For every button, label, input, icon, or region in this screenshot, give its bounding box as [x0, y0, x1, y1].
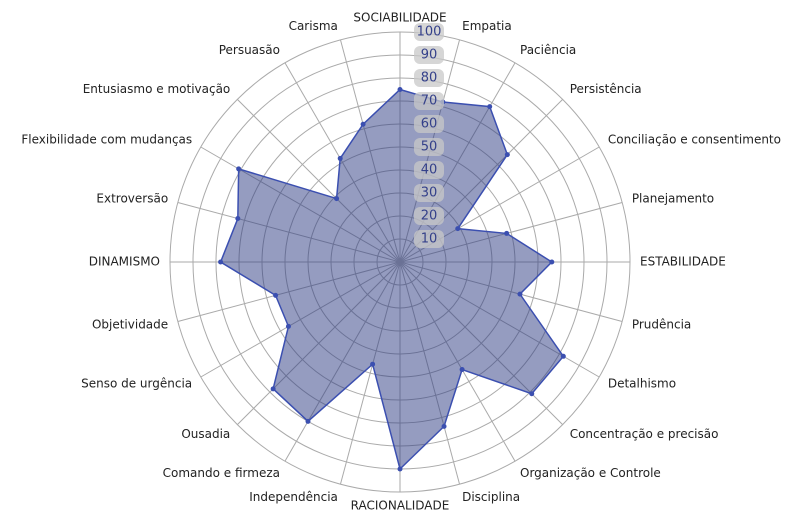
r-tick-label: 90 — [421, 48, 438, 63]
data-point — [441, 423, 447, 429]
axis-label: Carisma — [289, 19, 338, 33]
r-tick-label: 20 — [421, 209, 438, 224]
tick-badge — [414, 138, 444, 156]
data-point — [397, 466, 403, 472]
axis-label: Persistência — [570, 82, 642, 96]
tick-badge — [414, 46, 444, 64]
data-point — [487, 104, 493, 110]
tick-badge — [414, 69, 444, 87]
data-point — [218, 259, 224, 265]
axis-label: Planejamento — [632, 191, 714, 205]
data-point — [337, 155, 343, 161]
data-point — [560, 353, 566, 359]
axis-label: Organização e Controle — [520, 466, 661, 480]
axis-label: Conciliação e consentimento — [608, 133, 781, 147]
axis-label: Comando e firmeza — [163, 466, 280, 480]
tick-badge — [414, 184, 444, 202]
data-point — [517, 291, 523, 297]
data-point — [235, 216, 241, 222]
axis-label: Detalhismo — [608, 377, 676, 391]
data-point — [285, 323, 291, 329]
axis-label: Concentração e precisão — [570, 427, 719, 441]
axis-label: Flexibilidade com mudanças — [21, 133, 192, 147]
tick-badge — [414, 115, 444, 133]
data-point — [360, 121, 366, 127]
axis-label: ESTABILIDADE — [640, 255, 726, 269]
data-point — [270, 386, 276, 392]
tick-badge — [414, 161, 444, 179]
r-tick-label: 10 — [421, 232, 438, 247]
data-point — [459, 367, 465, 373]
axis-label: Paciência — [520, 43, 576, 57]
tick-badge — [414, 230, 444, 248]
r-tick-label: 70 — [421, 94, 438, 109]
r-tick-label: 40 — [421, 163, 438, 178]
axis-label: Disciplina — [462, 490, 520, 504]
tick-badge — [414, 92, 444, 110]
axis-label: Senso de urgência — [81, 377, 192, 391]
axis-label: Entusiasmo e motivação — [83, 82, 231, 96]
axis-label: SOCIABILIDADE — [353, 11, 446, 25]
axis-label: Empatia — [462, 19, 512, 33]
data-point — [529, 391, 535, 397]
r-tick-label: 60 — [421, 117, 438, 132]
axis-label: Extroversão — [96, 191, 168, 205]
axis-label: Prudência — [632, 318, 691, 332]
data-point — [504, 230, 510, 236]
axis-label: Independência — [249, 490, 338, 504]
data-point — [549, 259, 555, 265]
data-point — [370, 361, 376, 367]
data-point — [273, 292, 279, 298]
data-point — [334, 196, 340, 202]
data-point — [504, 152, 510, 158]
data-point — [236, 166, 242, 172]
r-tick-label: 100 — [417, 25, 442, 40]
axis-label: Persuasão — [219, 43, 280, 57]
axis-label: RACIONALIDADE — [351, 499, 450, 513]
axis-label: Objetividade — [92, 318, 168, 332]
tick-badge — [414, 207, 444, 225]
data-point — [397, 87, 403, 92]
data-point — [305, 418, 311, 424]
r-tick-label: 30 — [421, 186, 438, 201]
r-tick-label: 50 — [421, 140, 438, 155]
r-tick-label: 80 — [421, 71, 438, 86]
data-point — [455, 226, 461, 232]
tick-badge — [414, 23, 444, 41]
axis-label: DINAMISMO — [89, 255, 160, 269]
axis-label: Ousadia — [181, 427, 230, 441]
